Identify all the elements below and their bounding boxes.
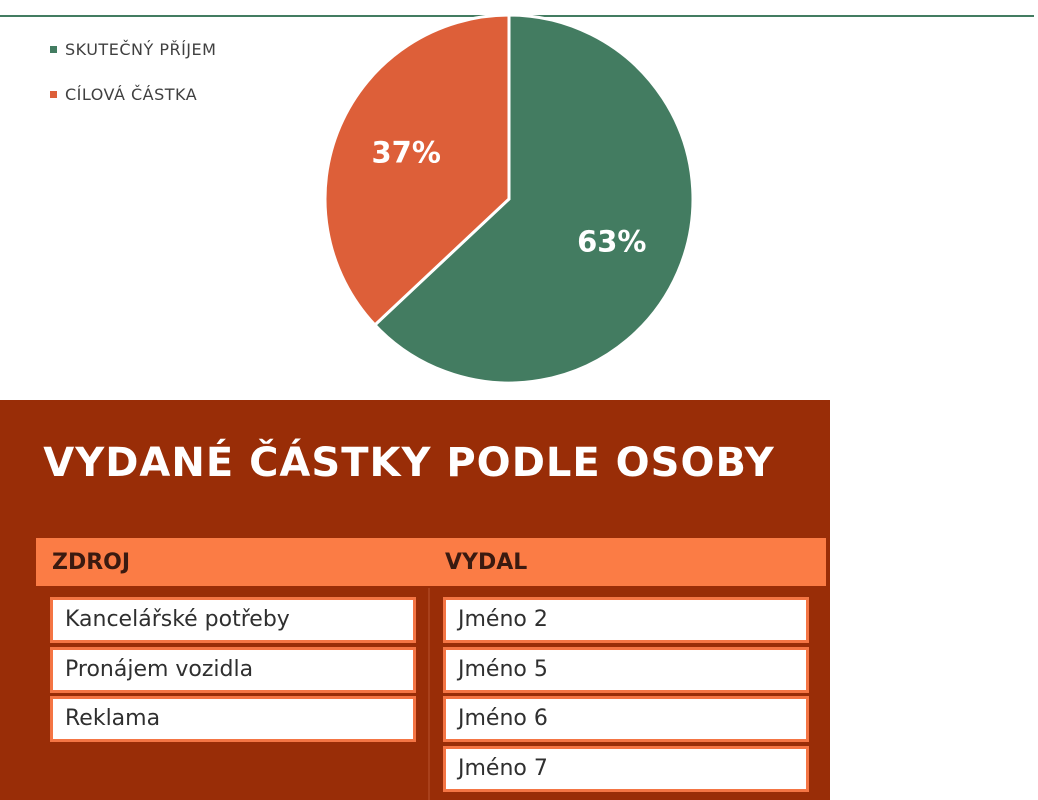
pie-slice-actual bbox=[372, 13, 695, 385]
spent-by-cell: Jméno 2 bbox=[443, 597, 809, 643]
spent-by-cell: Jméno 6 bbox=[443, 696, 809, 742]
column-divider bbox=[428, 588, 430, 800]
chart-legend: SKUTEČNÝ PŘÍJEM CÍLOVÁ ČÁSTKA bbox=[50, 38, 216, 128]
legend-item-actual: SKUTEČNÝ PŘÍJEM bbox=[50, 38, 216, 60]
spending-panel: VYDANÉ ČÁSTKY PODLE OSOBY ZDROJ VYDAL Ka… bbox=[0, 400, 830, 800]
pie-label-target: 37% bbox=[372, 136, 441, 170]
table-header: ZDROJ VYDAL bbox=[36, 538, 826, 586]
legend-item-target: CÍLOVÁ ČÁSTKA bbox=[50, 83, 216, 105]
legend-label: SKUTEČNÝ PŘÍJEM bbox=[65, 39, 217, 59]
source-cell: Kancelářské potřeby bbox=[50, 597, 416, 643]
source-cell: Pronájem vozidla bbox=[50, 647, 416, 693]
header-source: ZDROJ bbox=[52, 550, 131, 575]
pie-slice-target bbox=[323, 13, 511, 328]
legend-swatch bbox=[50, 45, 57, 53]
spent-by-cell: Jméno 5 bbox=[443, 647, 809, 693]
legend-swatch bbox=[50, 90, 57, 98]
legend-label: CÍLOVÁ ČÁSTKA bbox=[65, 84, 198, 104]
source-cell: Reklama bbox=[50, 696, 416, 742]
header-spent-by: VYDAL bbox=[445, 550, 528, 575]
pie-label-actual: 63% bbox=[577, 224, 646, 258]
spent-by-cell: Jméno 7 bbox=[443, 746, 809, 792]
pie-chart: 63% 37% bbox=[323, 13, 695, 385]
panel-title: VYDANÉ ČÁSTKY PODLE OSOBY bbox=[43, 440, 775, 486]
